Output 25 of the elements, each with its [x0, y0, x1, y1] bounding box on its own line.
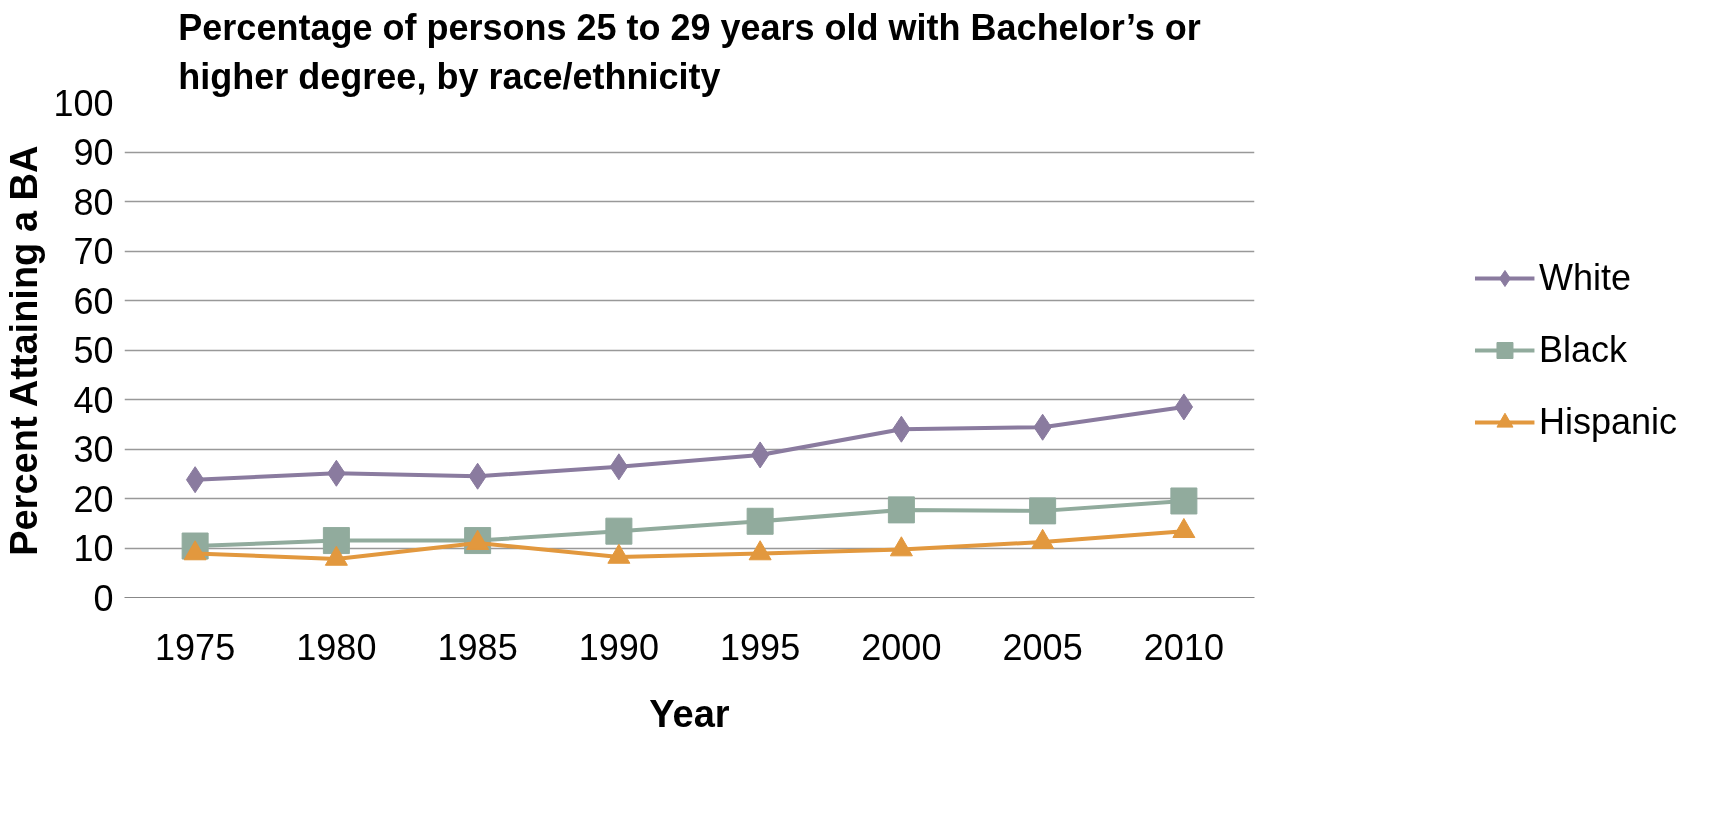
- y-tick-label: 10: [73, 528, 114, 569]
- x-axis-title: Year: [649, 692, 730, 735]
- y-axis-title: Percent Attaining a BA: [3, 145, 46, 556]
- y-tick-label: 0: [93, 577, 114, 619]
- x-tick-label: 2010: [1143, 626, 1224, 668]
- legend-label: Black: [1538, 328, 1627, 371]
- y-tick-label: 90: [73, 132, 114, 173]
- y-tick-label: 70: [73, 231, 114, 272]
- y-tick-label: 20: [73, 478, 114, 520]
- x-tick-label: 1980: [296, 626, 377, 668]
- chart-title: Percentage of persons 25 to 29 years old with Bachelor’s or higher degree, by race/ethnicity: [178, 7, 1201, 98]
- y-tick-label: 60: [73, 280, 114, 322]
- legend-label: Hispanic: [1538, 400, 1678, 443]
- y-tick-label: 40: [73, 379, 114, 421]
- y-tick-label: 30: [73, 429, 114, 470]
- x-tick-label: 1975: [155, 626, 236, 668]
- x-tick-label: 1995: [720, 626, 801, 668]
- y-tick-label: 50: [73, 330, 114, 371]
- y-tick-label: 100: [53, 82, 114, 124]
- y-tick-label: 80: [73, 181, 114, 223]
- legend-label: White: [1538, 256, 1631, 299]
- x-tick-label: 2000: [861, 626, 942, 668]
- x-tick-label: 1985: [437, 626, 518, 668]
- x-tick-label: 2005: [1002, 626, 1083, 668]
- x-tick-label: 1990: [578, 626, 659, 668]
